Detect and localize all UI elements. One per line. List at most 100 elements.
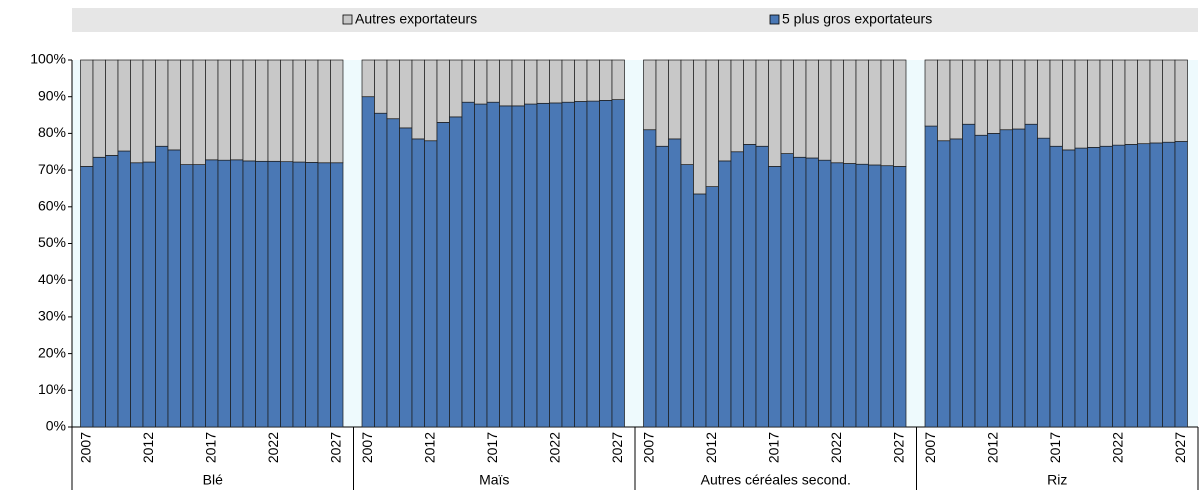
bar-segment [1174, 141, 1188, 428]
bar-segment [1024, 59, 1038, 125]
bar-segment [868, 59, 882, 166]
bar-segment [680, 164, 694, 428]
bar-segment [962, 59, 976, 125]
bar-segment [780, 153, 794, 428]
bar-segment [524, 59, 538, 105]
bar-segment [474, 103, 488, 428]
group-label: Riz [1047, 472, 1067, 488]
bar-segment [461, 101, 475, 428]
bar-segment [1087, 59, 1101, 148]
bar-segment [1149, 142, 1163, 428]
bar-segment [117, 150, 131, 428]
bar-segment [411, 138, 425, 428]
bar-segment [1162, 59, 1176, 143]
bar-segment [793, 59, 807, 158]
bar-segment [499, 59, 513, 107]
bar-segment [192, 164, 206, 428]
bar-segment [230, 59, 244, 161]
bar-segment [411, 59, 425, 140]
bar-segment [1037, 59, 1051, 139]
bar-segment [1049, 145, 1063, 428]
bar-segment [1099, 145, 1113, 428]
bar-segment [1024, 123, 1038, 428]
bar-segment [205, 59, 219, 161]
bar-segment [855, 163, 869, 428]
y-tick-label: 60% [38, 198, 66, 214]
bar-segment [611, 99, 625, 428]
bar-segment [830, 162, 844, 428]
bar-segment [743, 59, 757, 145]
bar-segment [705, 59, 719, 187]
bar-segment [180, 164, 194, 428]
bar-segment [1049, 59, 1063, 147]
bar-segment [1174, 59, 1188, 142]
x-tick-label: 2022 [546, 432, 562, 463]
bar-segment [242, 160, 256, 428]
bar-segment [880, 165, 894, 428]
bar-segment [1137, 59, 1151, 145]
bar-segment [1099, 59, 1113, 147]
bar-segment [830, 59, 844, 164]
bar-segment [1087, 146, 1101, 428]
bar-segment [142, 161, 156, 428]
bar-segment [424, 59, 438, 142]
bar-segment [843, 163, 857, 428]
bar-segment [524, 103, 538, 428]
bar-segment [536, 102, 550, 428]
y-tick-label: 50% [38, 234, 66, 250]
bar-segment [987, 59, 1001, 134]
bar-segment [818, 159, 832, 428]
bar-segment [668, 138, 682, 428]
x-tick-label: 2007 [922, 432, 938, 463]
legend-label: 5 plus gros exportateurs [782, 11, 932, 27]
y-tick-label: 90% [38, 87, 66, 103]
bar-segment [217, 159, 231, 428]
y-tick-label: 0% [46, 418, 66, 434]
x-tick-label: 2027 [1172, 432, 1188, 463]
bar-segment [655, 145, 669, 428]
bar-segment [486, 59, 500, 103]
bar-segment [780, 59, 794, 154]
bar-segment [718, 160, 732, 428]
x-tick-label: 2017 [202, 432, 218, 463]
y-tick-label: 100% [30, 51, 66, 67]
bar-segment [267, 160, 281, 428]
bar-segment [230, 159, 244, 428]
bar-segment [1012, 59, 1026, 130]
bar-segment [693, 59, 707, 195]
x-tick-label: 2022 [828, 432, 844, 463]
x-tick-label: 2027 [890, 432, 906, 463]
bar-segment [305, 59, 319, 163]
bar-segment [805, 59, 819, 159]
bar-segment [1149, 59, 1163, 144]
bar-segment [155, 145, 169, 428]
y-tick-label: 30% [38, 308, 66, 324]
bar-segment [474, 59, 488, 105]
bar-segment [693, 193, 707, 428]
bar-segment [436, 122, 450, 428]
x-tick-label: 2022 [1109, 432, 1125, 463]
bar-segment [893, 166, 907, 428]
bar-segment [730, 151, 744, 428]
bar-segment [217, 59, 231, 161]
bar-segment [399, 127, 413, 428]
x-tick-label: 2027 [327, 432, 343, 463]
bar-segment [768, 166, 782, 428]
bar-segment [937, 140, 951, 428]
bar-segment [962, 123, 976, 428]
bar-segment [374, 112, 388, 428]
y-tick-label: 80% [38, 124, 66, 140]
bar-segment [255, 160, 269, 428]
bar-segment [805, 157, 819, 428]
bar-segment [586, 100, 600, 428]
y-tick-label: 20% [38, 344, 66, 360]
bar-segment [255, 59, 269, 162]
bar-segment [361, 96, 375, 428]
bar-segment [167, 149, 181, 428]
bar-segment [1062, 59, 1076, 151]
bar-segment [330, 162, 344, 428]
legend-swatch [769, 14, 780, 25]
bar-segment [818, 59, 832, 161]
bar-segment [142, 59, 156, 163]
